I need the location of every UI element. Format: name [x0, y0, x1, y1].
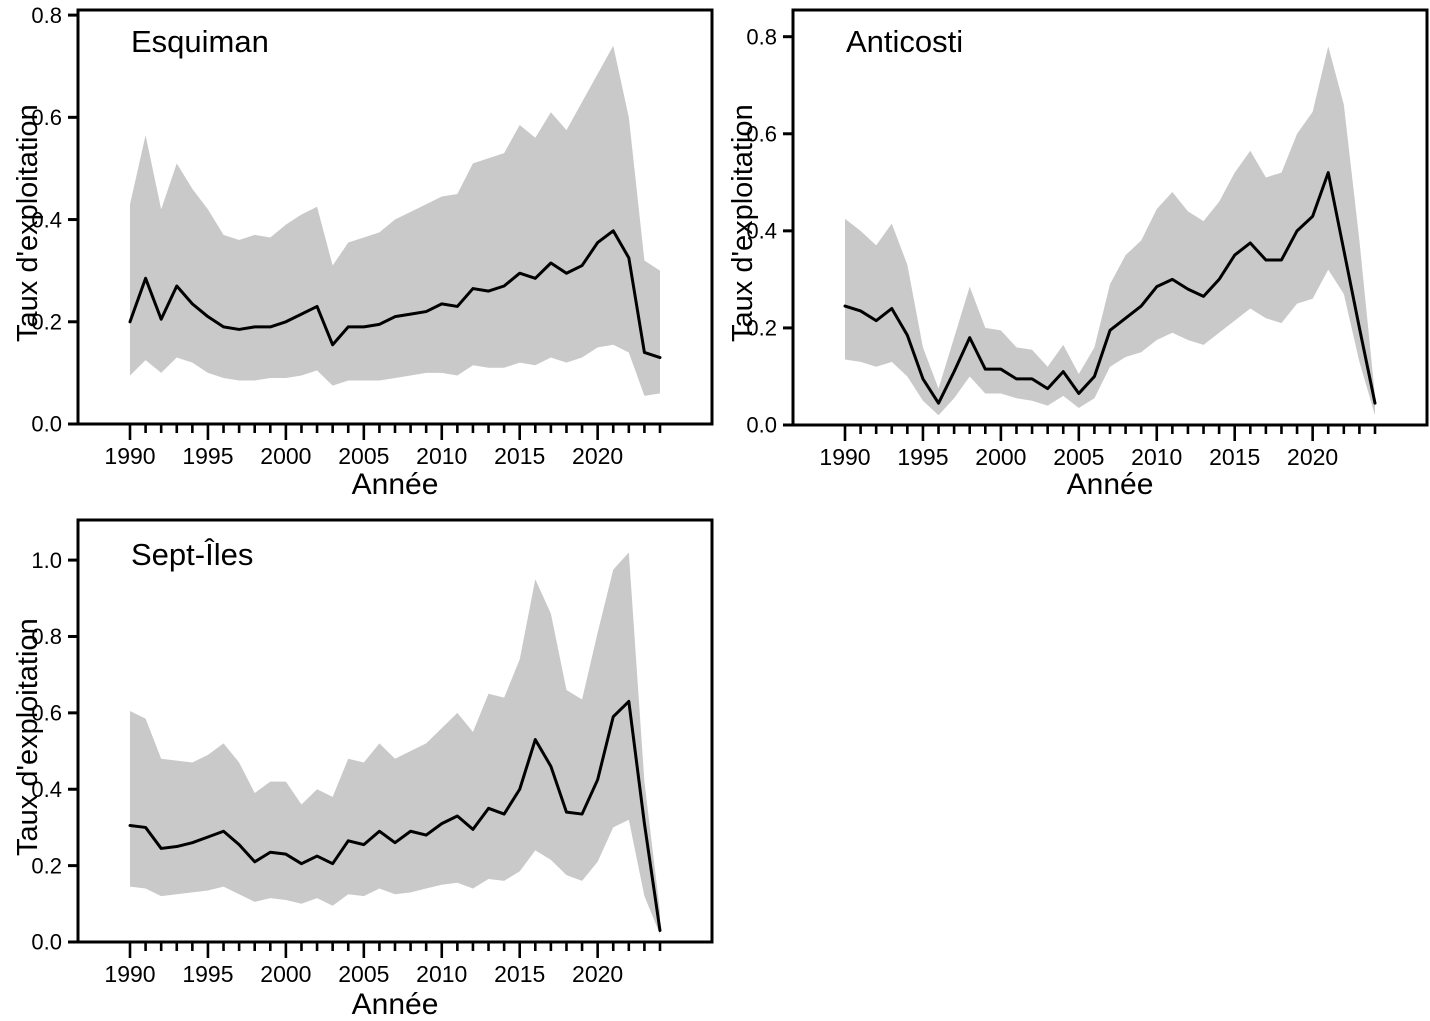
svg-text:1995: 1995 [897, 444, 948, 470]
y-axis-label-esquiman: Taux d'exploitation [12, 104, 44, 342]
svg-text:0.8: 0.8 [746, 24, 777, 49]
y-axis-label-sept-iles: Taux d'exploitation [12, 618, 44, 856]
svg-text:0.8: 0.8 [31, 3, 62, 28]
panel-title-sept-iles: Sept-Îles [131, 537, 254, 572]
svg-text:1990: 1990 [819, 444, 870, 470]
svg-text:2000: 2000 [260, 443, 311, 469]
svg-text:0.0: 0.0 [31, 930, 62, 955]
svg-text:0.2: 0.2 [31, 309, 62, 334]
svg-text:2005: 2005 [338, 443, 389, 469]
x-axis-label-sept-iles: Année [351, 988, 439, 1021]
svg-text:1990: 1990 [104, 443, 155, 469]
svg-text:2000: 2000 [975, 444, 1026, 470]
svg-text:1995: 1995 [182, 443, 233, 469]
x-axis-label-esquiman: Année [351, 468, 439, 501]
svg-text:0.6: 0.6 [31, 105, 62, 130]
svg-text:2015: 2015 [1209, 444, 1260, 470]
svg-text:0.0: 0.0 [31, 412, 62, 437]
svg-text:2020: 2020 [572, 443, 623, 469]
svg-text:2005: 2005 [1053, 444, 1104, 470]
panel-sept-iles: 0.0 0.2 0.4 0.6 0.8 1.0 1990 1995 2000 2005 2010 20… [0, 510, 715, 1021]
svg-text:0.0: 0.0 [746, 413, 777, 438]
panel-title-anticosti: Anticosti [846, 24, 964, 59]
svg-text:2015: 2015 [494, 443, 545, 469]
svg-text:2015: 2015 [494, 961, 545, 987]
svg-text:0.2: 0.2 [746, 316, 777, 341]
svg-text:2020: 2020 [1287, 444, 1338, 470]
svg-text:1995: 1995 [182, 961, 233, 987]
y-axis-label-anticosti: Taux d'exploitation [727, 104, 759, 342]
panel-esquiman: 0.0 0.2 0.4 0.6 0.8 1990 1995 2000 2005 2010 2015 2… [0, 0, 715, 510]
svg-text:0.8: 0.8 [31, 624, 62, 649]
svg-text:2005: 2005 [338, 961, 389, 987]
svg-text:2000: 2000 [260, 961, 311, 987]
svg-text:0.6: 0.6 [31, 701, 62, 726]
svg-text:2010: 2010 [1131, 444, 1182, 470]
svg-text:0.4: 0.4 [31, 207, 62, 232]
svg-text:1990: 1990 [104, 961, 155, 987]
svg-text:2010: 2010 [416, 961, 467, 987]
chart-esquiman: 0.0 0.2 0.4 0.6 0.8 1990 1995 2000 2005 2010 2015 2… [31, 3, 714, 469]
svg-text:1.0: 1.0 [31, 548, 62, 573]
panel-title-esquiman: Esquiman [131, 24, 269, 59]
svg-text:0.6: 0.6 [746, 121, 777, 146]
chart-anticosti: 0.0 0.2 0.4 0.6 0.8 1990 1995 2000 2005 2010 2015 2… [746, 8, 1429, 470]
chart-sept-iles: 0.0 0.2 0.4 0.6 0.8 1.0 1990 1995 2000 2005 2010 20… [31, 518, 714, 987]
svg-text:2010: 2010 [416, 443, 467, 469]
panel-anticosti: 0.0 0.2 0.4 0.6 0.8 1990 1995 2000 2005 2010 2015 2… [715, 0, 1430, 510]
svg-text:2020: 2020 [572, 961, 623, 987]
svg-text:0.4: 0.4 [746, 219, 777, 244]
x-axis-label-anticosti: Année [1066, 468, 1154, 501]
svg-text:0.4: 0.4 [31, 777, 62, 802]
svg-text:0.2: 0.2 [31, 853, 62, 878]
